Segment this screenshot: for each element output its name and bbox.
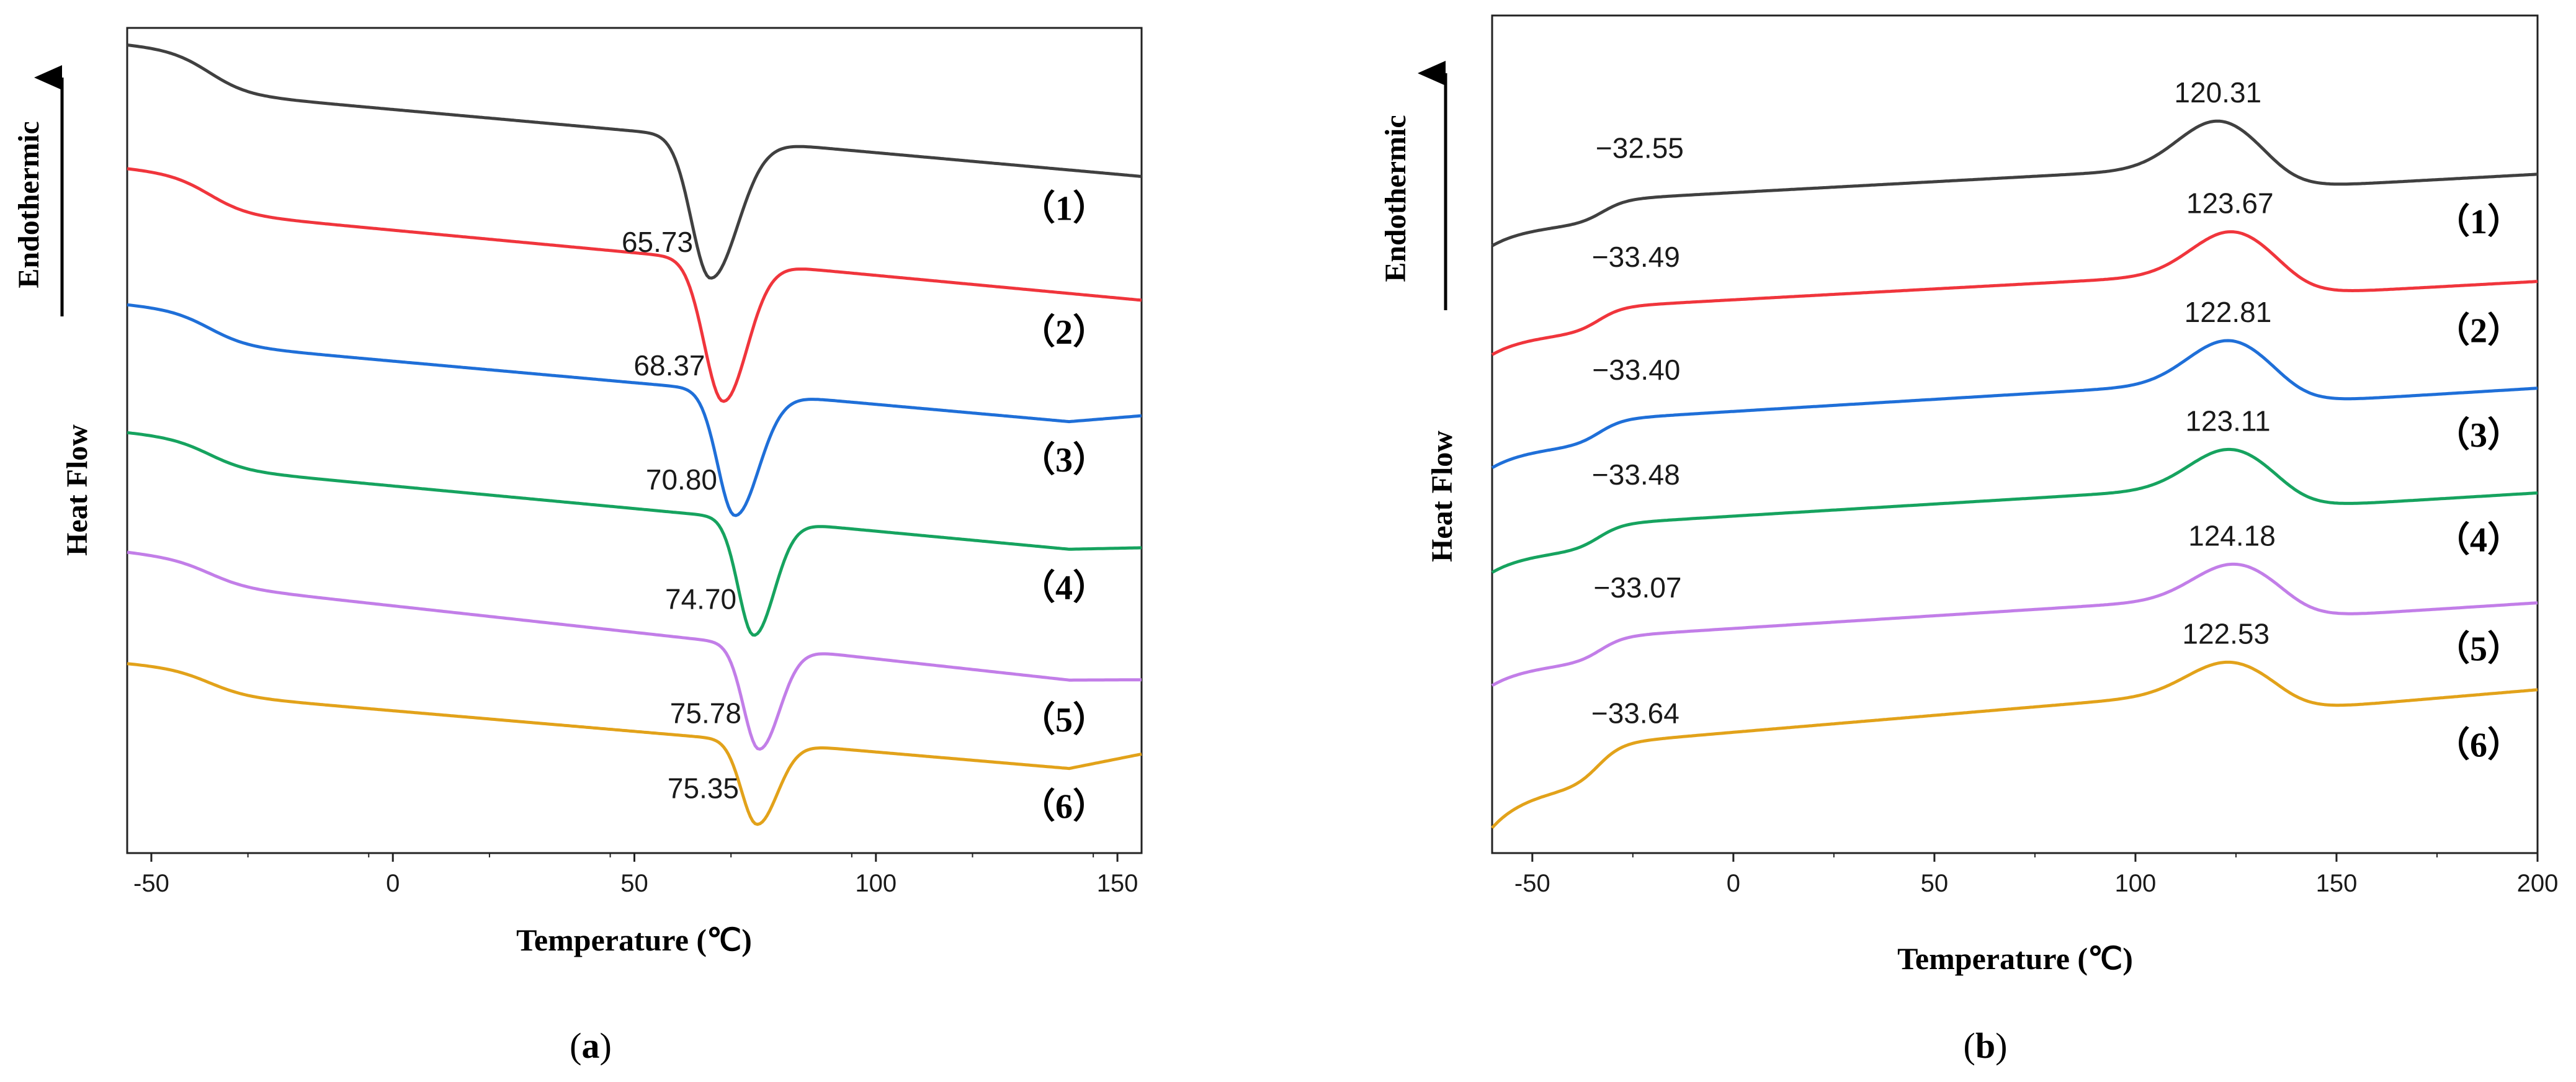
endothermic-label-a: Endothermic [12,121,45,288]
curve-label-a-2: （2） [1021,313,1107,352]
series-lines-a [127,43,1142,826]
series-line-b-3 [1491,339,2538,470]
curve-label-b-4: （4） [2435,521,2522,560]
series-line-a-3 [127,303,1142,517]
tg-label-b-3: −33.40 [1592,354,1680,386]
chart-panel-a: -50 0 50 100 150 65.73 68.37 70.80 74.70 75.78 75… [12,27,1143,1066]
x-tick-label-a: 0 [386,870,400,897]
curve-label-b-3: （3） [2435,416,2522,455]
x-tick-label-b: 0 [1727,870,1740,897]
series-line-b-6 [1491,660,2538,829]
peak-label-b-3: 122.81 [2185,296,2272,328]
peak-label-b-6: 122.53 [2182,617,2270,650]
x-axis-label-b: Temperature (℃) [1897,941,2133,976]
x-tick-label-b: -50 [1514,870,1550,897]
x-ticks-b: -50 0 50 100 150 200 [1514,853,2558,897]
panel-label-b: (b) [1964,1026,2008,1066]
x-ticks-a: -50 0 50 100 150 [133,853,1138,897]
x-axis-label-a: Temperature (℃) [516,923,752,957]
series-line-b-2 [1491,230,2538,356]
y-axis-label-b: Heat Flow [1426,431,1459,562]
curve-label-a-3: （3） [1021,440,1107,480]
series-line-a-2 [127,167,1142,403]
series-line-a-5 [127,550,1142,751]
tg-labels-b: −32.55 −33.49 −33.40 −33.48 −33.07 −33.64 [1591,132,1684,729]
x-tick-label-b: 200 [2517,870,2559,897]
curve-labels-b: （1） （2） （3） （4） （5） （6） [2435,202,2522,765]
x-tick-label-a: 50 [620,870,648,897]
peak-labels-a: 65.73 68.37 70.80 74.70 75.78 75.35 [622,226,741,804]
peak-label-a-3: 70.80 [646,463,717,496]
curve-label-b-5: （5） [2435,629,2522,668]
endothermic-label-b: Endothermic [1379,115,1412,282]
series-line-a-4 [127,431,1142,637]
curve-labels-a: （1） （2） （3） （4） （5） （6） [1021,189,1107,826]
peak-label-a-4: 74.70 [665,583,736,615]
x-tick-label-a: -50 [133,870,169,897]
series-line-b-4 [1491,447,2538,574]
curve-label-a-6: （6） [1021,787,1107,826]
tg-label-b-4: −33.48 [1592,458,1680,491]
curve-label-a-5: （5） [1021,700,1107,740]
x-tick-label-a: 100 [855,870,897,897]
curve-label-b-1: （1） [2435,202,2522,241]
peak-label-a-2: 68.37 [633,349,705,382]
tg-label-b-6: −33.64 [1591,697,1679,730]
x-tick-label-b: 50 [1921,870,1949,897]
peak-label-b-4: 123.11 [2185,405,2270,437]
tg-label-b-1: −32.55 [1596,132,1684,164]
series-line-a-6 [127,662,1142,826]
curve-label-a-1: （1） [1021,189,1107,228]
panel-label-a: (a) [570,1026,612,1066]
peak-labels-b: 120.31 123.67 122.81 123.11 124.18 122.53 [2174,76,2275,650]
curve-label-a-4: （4） [1021,568,1107,607]
peak-label-a-5: 75.78 [670,697,741,729]
curve-label-b-2: （2） [2435,311,2522,350]
tg-label-b-2: −33.49 [1592,241,1680,273]
x-tick-label-b: 100 [2115,870,2157,897]
peak-label-b-2: 123.67 [2186,187,2274,220]
series-line-b-1 [1491,119,2538,248]
plot-frame-b [1491,14,2539,854]
peak-label-a-6: 75.35 [668,772,739,805]
curve-label-b-6: （6） [2435,726,2522,765]
tg-label-b-5: −33.07 [1594,571,1682,604]
x-tick-label-a: 150 [1097,870,1138,897]
chart-panel-b: -50 0 50 100 150 200 120.31 123.67 122.81 123.11… [1379,14,2558,1066]
series-line-b-5 [1491,562,2538,687]
peak-label-a-1: 65.73 [622,226,693,258]
peak-label-b-5: 124.18 [2188,519,2276,552]
plot-frame-a [126,27,1143,854]
x-tick-label-b: 150 [2316,870,2358,897]
series-line-a-1 [127,43,1142,280]
peak-label-b-1: 120.31 [2174,76,2261,109]
y-axis-label-a: Heat Flow [61,424,94,556]
series-lines-b [1491,119,2538,829]
